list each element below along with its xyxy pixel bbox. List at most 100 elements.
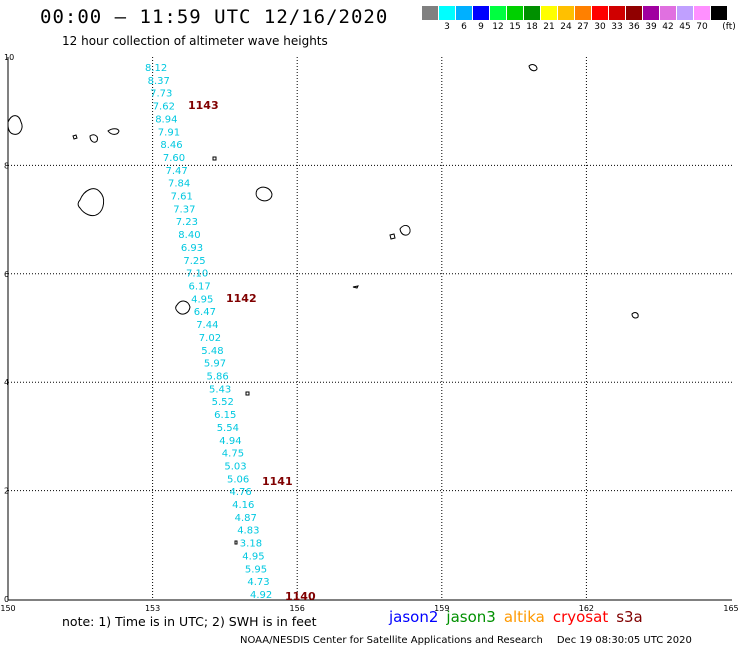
swh-value: 5.48 xyxy=(201,346,223,357)
colorbar-label: 27 xyxy=(577,22,589,32)
colorbar-swatch xyxy=(456,6,472,20)
swh-value: 8.94 xyxy=(155,114,177,125)
pass-label: 1143 xyxy=(188,99,219,112)
swh-value: 7.25 xyxy=(183,256,205,267)
x-tick-label: 153 xyxy=(145,604,160,613)
island-mid xyxy=(255,186,273,202)
swh-value: 8.40 xyxy=(178,230,200,241)
colorbar-label: 15 xyxy=(509,22,521,32)
swh-value: 5.43 xyxy=(209,384,231,395)
island-small-west xyxy=(72,134,78,140)
island-east-b xyxy=(389,233,396,240)
swh-value: 7.23 xyxy=(176,217,198,228)
pass-label: 1140 xyxy=(285,590,316,603)
colorbar-label: 18 xyxy=(526,22,538,32)
colorbar-label: 30 xyxy=(594,22,606,32)
swh-value: 6.93 xyxy=(181,243,203,254)
y-tick-label: 10 xyxy=(4,53,14,62)
colorbar-swatch xyxy=(524,6,540,20)
legend-jason3: jason3 xyxy=(446,608,496,626)
y-tick-label: 8 xyxy=(4,161,9,170)
colorbar-label: 3 xyxy=(444,22,450,32)
map-title: 00:00 – 11:59 UTC 12/16/2020 xyxy=(40,6,389,28)
swh-value: 5.52 xyxy=(212,397,234,408)
colorbar-swatch xyxy=(439,6,455,20)
swh-value: 4.73 xyxy=(247,577,269,588)
colorbar-label: 39 xyxy=(645,22,657,32)
map-subtitle: 12 hour collection of altimeter wave hei… xyxy=(62,34,328,48)
swh-value: 8.37 xyxy=(148,76,170,87)
swh-value: 6.17 xyxy=(189,282,211,293)
colorbar-swatch xyxy=(422,6,438,20)
satellite-legend: jason2 jason3 altika cryosat s3a xyxy=(389,608,651,626)
swh-value: 7.91 xyxy=(158,127,180,138)
swh-value: 7.60 xyxy=(163,153,185,164)
legend-altika: altika xyxy=(503,608,545,626)
island-pair-a xyxy=(89,134,98,143)
colorbar-unit: (ft) xyxy=(722,22,736,32)
swh-value: 5.95 xyxy=(245,564,267,575)
colorbar-label: 33 xyxy=(611,22,623,32)
swh-value: 5.97 xyxy=(204,359,226,370)
swh-value: 4.87 xyxy=(235,513,257,524)
island-small-north xyxy=(212,156,217,161)
colorbar-label: 24 xyxy=(560,22,572,32)
swh-value: 8.12 xyxy=(145,63,167,74)
x-tick-label: 150 xyxy=(0,604,15,613)
credit-text: NOAA/NESDIS Center for Satellite Applica… xyxy=(240,635,543,646)
swh-value: 7.47 xyxy=(166,166,188,177)
swh-track: 8.12 8.37 7.73 7.628.94 7.91 8.46 7.60 7.47 7.84… xyxy=(145,63,272,601)
island-east-a xyxy=(399,224,411,236)
footer-note: note: 1) Time is in UTC; 2) SWH is in fe… xyxy=(62,614,317,629)
colorbar-swatch xyxy=(643,6,659,20)
pass-label: 1141 xyxy=(262,475,293,488)
axis-ticks: 150 153 156 159 162 165 10 8 6 4 2 0 xyxy=(0,53,738,613)
swh-value: 3.18 xyxy=(240,539,262,550)
colorbar-label: 12 xyxy=(492,22,504,32)
swh-value: 4.95 xyxy=(191,294,213,305)
island-dot-a xyxy=(352,285,359,289)
x-tick-label: 159 xyxy=(434,604,449,613)
swh-value: 7.61 xyxy=(171,192,193,203)
swh-value: 7.02 xyxy=(199,333,221,344)
colorbar-label: 42 xyxy=(662,22,674,32)
colorbar-label: 45 xyxy=(679,22,691,32)
colorbar-swatch xyxy=(507,6,523,20)
swh-value: 4.76 xyxy=(230,487,252,498)
swh-value: 6.47 xyxy=(194,307,216,318)
credit-line: NOAA/NESDIS Center for Satellite Applica… xyxy=(240,635,692,646)
colorbar-swatch xyxy=(677,6,693,20)
swh-value: 5.03 xyxy=(224,462,246,473)
y-tick-label: 4 xyxy=(4,378,9,387)
island-far-east xyxy=(631,312,639,319)
colorbar-swatch xyxy=(592,6,608,20)
colorbar-label: 9 xyxy=(478,22,484,32)
island-large-atoll xyxy=(77,188,105,217)
legend-jason2: jason2 xyxy=(389,608,439,626)
colorbar-swatch xyxy=(711,6,727,20)
swh-value: 5.06 xyxy=(227,474,249,485)
colorbar-swatch xyxy=(558,6,574,20)
swh-value: 7.44 xyxy=(196,320,218,331)
swh-value: 4.83 xyxy=(237,526,259,537)
colorbar-label: 21 xyxy=(543,22,555,32)
pass-labels: 1143 1142 1141 1140 xyxy=(188,99,316,603)
colorbar-swatch xyxy=(575,6,591,20)
generated-timestamp: Dec 19 08:30:05 UTC 2020 xyxy=(556,635,692,646)
swh-value: 4.94 xyxy=(219,436,241,447)
y-tick-label: 0 xyxy=(4,595,9,604)
y-tick-label: 6 xyxy=(4,270,9,279)
island-left-edge xyxy=(7,115,23,135)
swh-value: 8.46 xyxy=(160,140,182,151)
swh-value: 5.86 xyxy=(207,372,229,383)
colorbar-swatch xyxy=(626,6,642,20)
island-northeast xyxy=(528,64,538,72)
swh-value: 7.37 xyxy=(173,204,195,215)
legend-cryosat: cryosat xyxy=(552,608,609,626)
colorbar-label: 36 xyxy=(628,22,640,32)
swh-value: 4.75 xyxy=(222,449,244,460)
swh-value: 7.84 xyxy=(168,179,190,190)
colorbar-label: 6 xyxy=(461,22,467,32)
pass-label: 1142 xyxy=(226,292,257,305)
x-tick-label: 156 xyxy=(290,604,305,613)
